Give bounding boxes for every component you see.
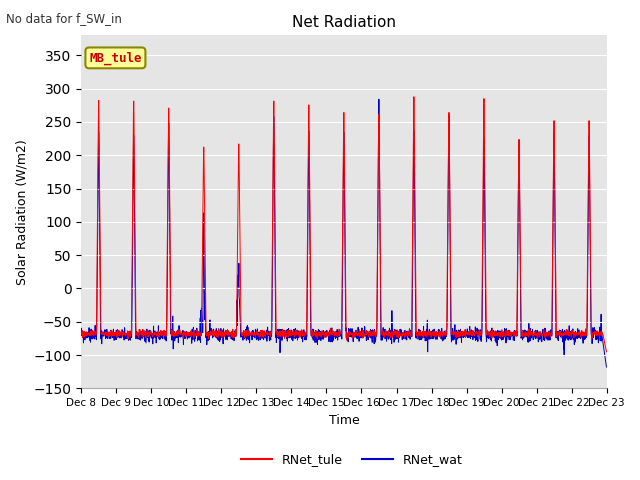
Text: No data for f_SW_in: No data for f_SW_in: [6, 12, 122, 25]
Title: Net Radiation: Net Radiation: [292, 15, 396, 30]
Text: MB_tule: MB_tule: [89, 51, 141, 64]
Y-axis label: Solar Radiation (W/m2): Solar Radiation (W/m2): [15, 139, 28, 285]
X-axis label: Time: Time: [328, 414, 359, 427]
Legend: RNet_tule, RNet_wat: RNet_tule, RNet_wat: [236, 448, 468, 471]
